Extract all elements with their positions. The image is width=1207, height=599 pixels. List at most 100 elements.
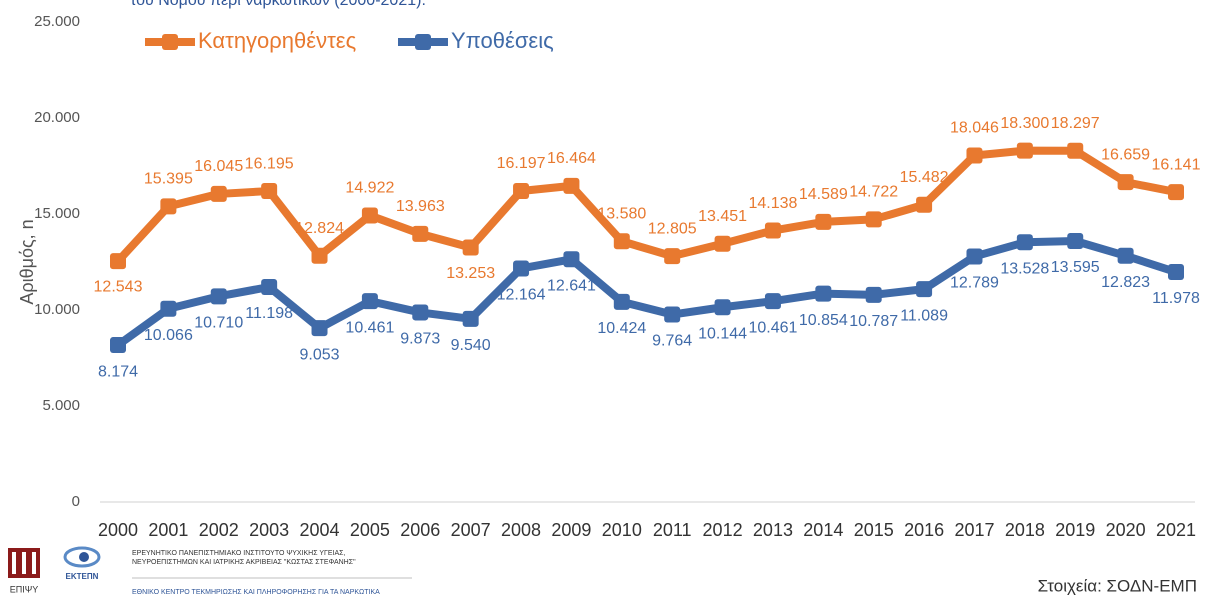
marker [1067, 142, 1084, 159]
x-tick-label: 2008 [501, 520, 541, 540]
data-label: 15.482 [900, 169, 949, 186]
y-tick-label: 15.000 [34, 205, 80, 222]
x-tick-label: 2016 [904, 520, 944, 540]
data-label: 9.764 [652, 333, 692, 350]
legend-label: Κατηγορηθέντες [198, 28, 356, 53]
data-label: 14.922 [345, 180, 394, 197]
data-label: 9.053 [300, 346, 340, 363]
data-label: 18.297 [1051, 115, 1100, 132]
footer-text: ΕΡΕΥΝΗΤΙΚΟ ΠΑΝΕΠΙΣΤΗΜΙΑΚΟ ΙΝΣΤΙΤΟΥΤΟ ΨΥΧ… [132, 550, 346, 557]
marker [110, 253, 126, 270]
x-tick-label: 2007 [451, 520, 491, 540]
marker [966, 248, 983, 265]
marker [110, 337, 126, 354]
x-tick-label: 2015 [854, 520, 894, 540]
data-label: 11.198 [245, 305, 293, 322]
marker [1117, 247, 1134, 264]
marker [563, 177, 580, 194]
marker [513, 183, 530, 200]
data-label: 16.464 [547, 150, 596, 167]
logo-icon [12, 552, 16, 574]
marker [613, 293, 630, 310]
series-line [115, 236, 1178, 349]
marker [210, 185, 227, 202]
data-label: 13.528 [1000, 260, 1049, 277]
data-label: 13.595 [1051, 259, 1100, 276]
logo-icon [79, 552, 89, 562]
series-line [115, 146, 1177, 264]
data-label: 12.805 [648, 220, 697, 237]
logo-text: ΕΠΙΨΥ [10, 584, 39, 594]
x-tick-label: 2006 [400, 520, 440, 540]
marker [613, 233, 630, 250]
marker [412, 304, 429, 321]
data-label: 16.045 [194, 158, 243, 175]
x-tick-label: 2003 [249, 520, 289, 540]
y-tick-label: 5.000 [42, 397, 80, 414]
marker [865, 211, 882, 228]
marker [412, 225, 429, 242]
x-tick-label: 2002 [199, 520, 239, 540]
x-tick-label: 2010 [602, 520, 642, 540]
marker [361, 293, 378, 310]
marker [563, 251, 580, 268]
data-label: 12.641 [547, 278, 596, 295]
x-tick-label: 2009 [551, 520, 591, 540]
data-label: 10.066 [144, 327, 193, 344]
data-label: 16.195 [245, 155, 294, 172]
logo-text: ΕΚΤΕΠΝ [66, 572, 99, 581]
data-label: 18.046 [950, 120, 999, 137]
legend-marker [162, 34, 178, 50]
marker [916, 281, 933, 298]
marker [261, 278, 278, 295]
logo-icon [63, 546, 101, 568]
data-label: 10.710 [194, 315, 243, 332]
data-label: 16.659 [1101, 146, 1150, 163]
data-label: 9.540 [451, 337, 491, 354]
x-tick-label: 2018 [1005, 520, 1045, 540]
marker [664, 306, 681, 323]
data-label: 16.141 [1152, 156, 1201, 173]
y-axis-label: Αριθμός, n [17, 219, 37, 304]
x-tick-label: 2000 [98, 520, 138, 540]
marker [865, 286, 882, 303]
x-tick-label: 2014 [803, 520, 843, 540]
x-tick-label: 2017 [954, 520, 994, 540]
chart-title: του Νόμου περί ναρκωτικών (2000-2021). [130, 0, 426, 9]
data-label: 13.451 [698, 208, 747, 225]
data-label: 11.978 [1152, 290, 1200, 307]
legend-marker [415, 34, 431, 50]
data-label: 10.854 [799, 312, 848, 329]
marker [361, 207, 378, 224]
data-label: 12.543 [94, 278, 143, 295]
data-label: 10.461 [345, 319, 394, 336]
data-label: 10.144 [698, 325, 747, 342]
data-label: 12.789 [950, 275, 999, 292]
x-tick-label: 2004 [300, 520, 340, 540]
data-label: 8.174 [98, 363, 138, 380]
marker [462, 239, 479, 256]
data-label: 11.089 [900, 307, 948, 324]
marker [714, 299, 731, 316]
x-tick-label: 2011 [653, 520, 692, 540]
marker [966, 147, 983, 164]
data-label: 10.461 [748, 319, 797, 336]
x-tick-label: 2013 [753, 520, 793, 540]
footer-text: ΕΘΝΙΚΟ ΚΕΝΤΡΟ ΤΕΚΜΗΡΙΩΣΗΣ ΚΑΙ ΠΛΗΡΟΦΟΡΗΣ… [132, 589, 380, 596]
x-tick-label: 2005 [350, 520, 390, 540]
legend-label: Υποθέσεις [451, 28, 554, 53]
marker [160, 198, 177, 215]
data-label: 13.580 [597, 205, 646, 222]
marker [1016, 234, 1033, 251]
marker [815, 285, 832, 302]
marker [664, 248, 681, 265]
logo-icon [22, 552, 26, 574]
data-label: 12.823 [1101, 274, 1150, 291]
data-label: 13.253 [446, 265, 495, 282]
marker [815, 213, 832, 230]
marker [311, 320, 328, 337]
x-tick-label: 2020 [1106, 520, 1146, 540]
logo-icon [32, 552, 36, 574]
